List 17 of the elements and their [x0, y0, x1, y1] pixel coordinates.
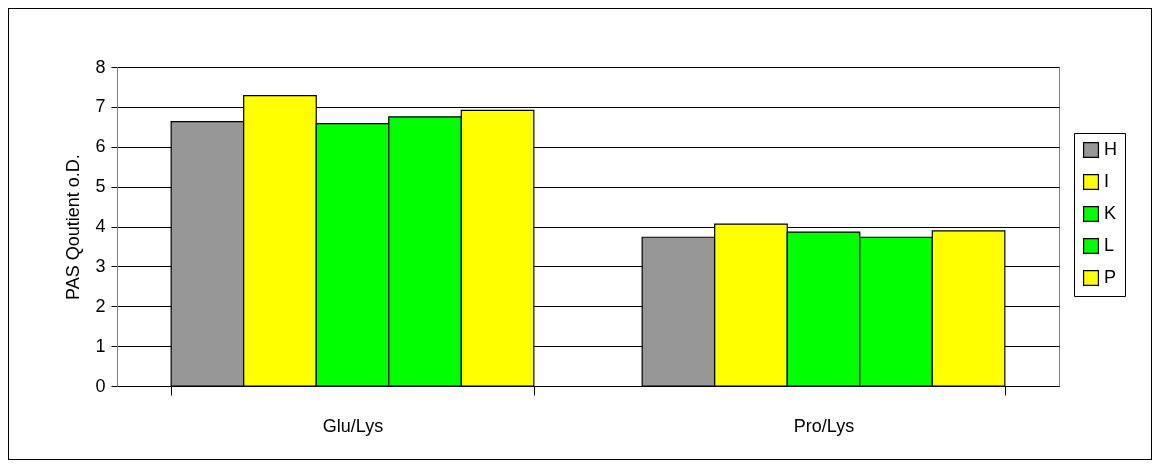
y-tick-label: 0 [95, 375, 106, 396]
y-tick-label: 3 [95, 255, 106, 276]
y-tick-label: 8 [95, 56, 106, 77]
legend-label: P [1104, 267, 1117, 287]
legend-label: L [1104, 235, 1115, 255]
y-tick-label: 1 [95, 335, 106, 356]
y-tick-label: 2 [95, 295, 106, 316]
y-tick-label: 7 [95, 96, 106, 117]
y-tick-label: 5 [95, 176, 106, 197]
y-tick-label: 6 [95, 136, 106, 157]
legend-label: I [1104, 171, 1110, 191]
x-tick-label: Pro/Lys [793, 415, 855, 436]
x-tick-label: Glu/Lys [322, 415, 384, 436]
y-axis-title: PAS Qoutient o.D. [63, 154, 84, 300]
legend-label: K [1104, 203, 1117, 223]
y-tick-label: 4 [95, 216, 106, 236]
legend-label: H [1104, 139, 1117, 159]
